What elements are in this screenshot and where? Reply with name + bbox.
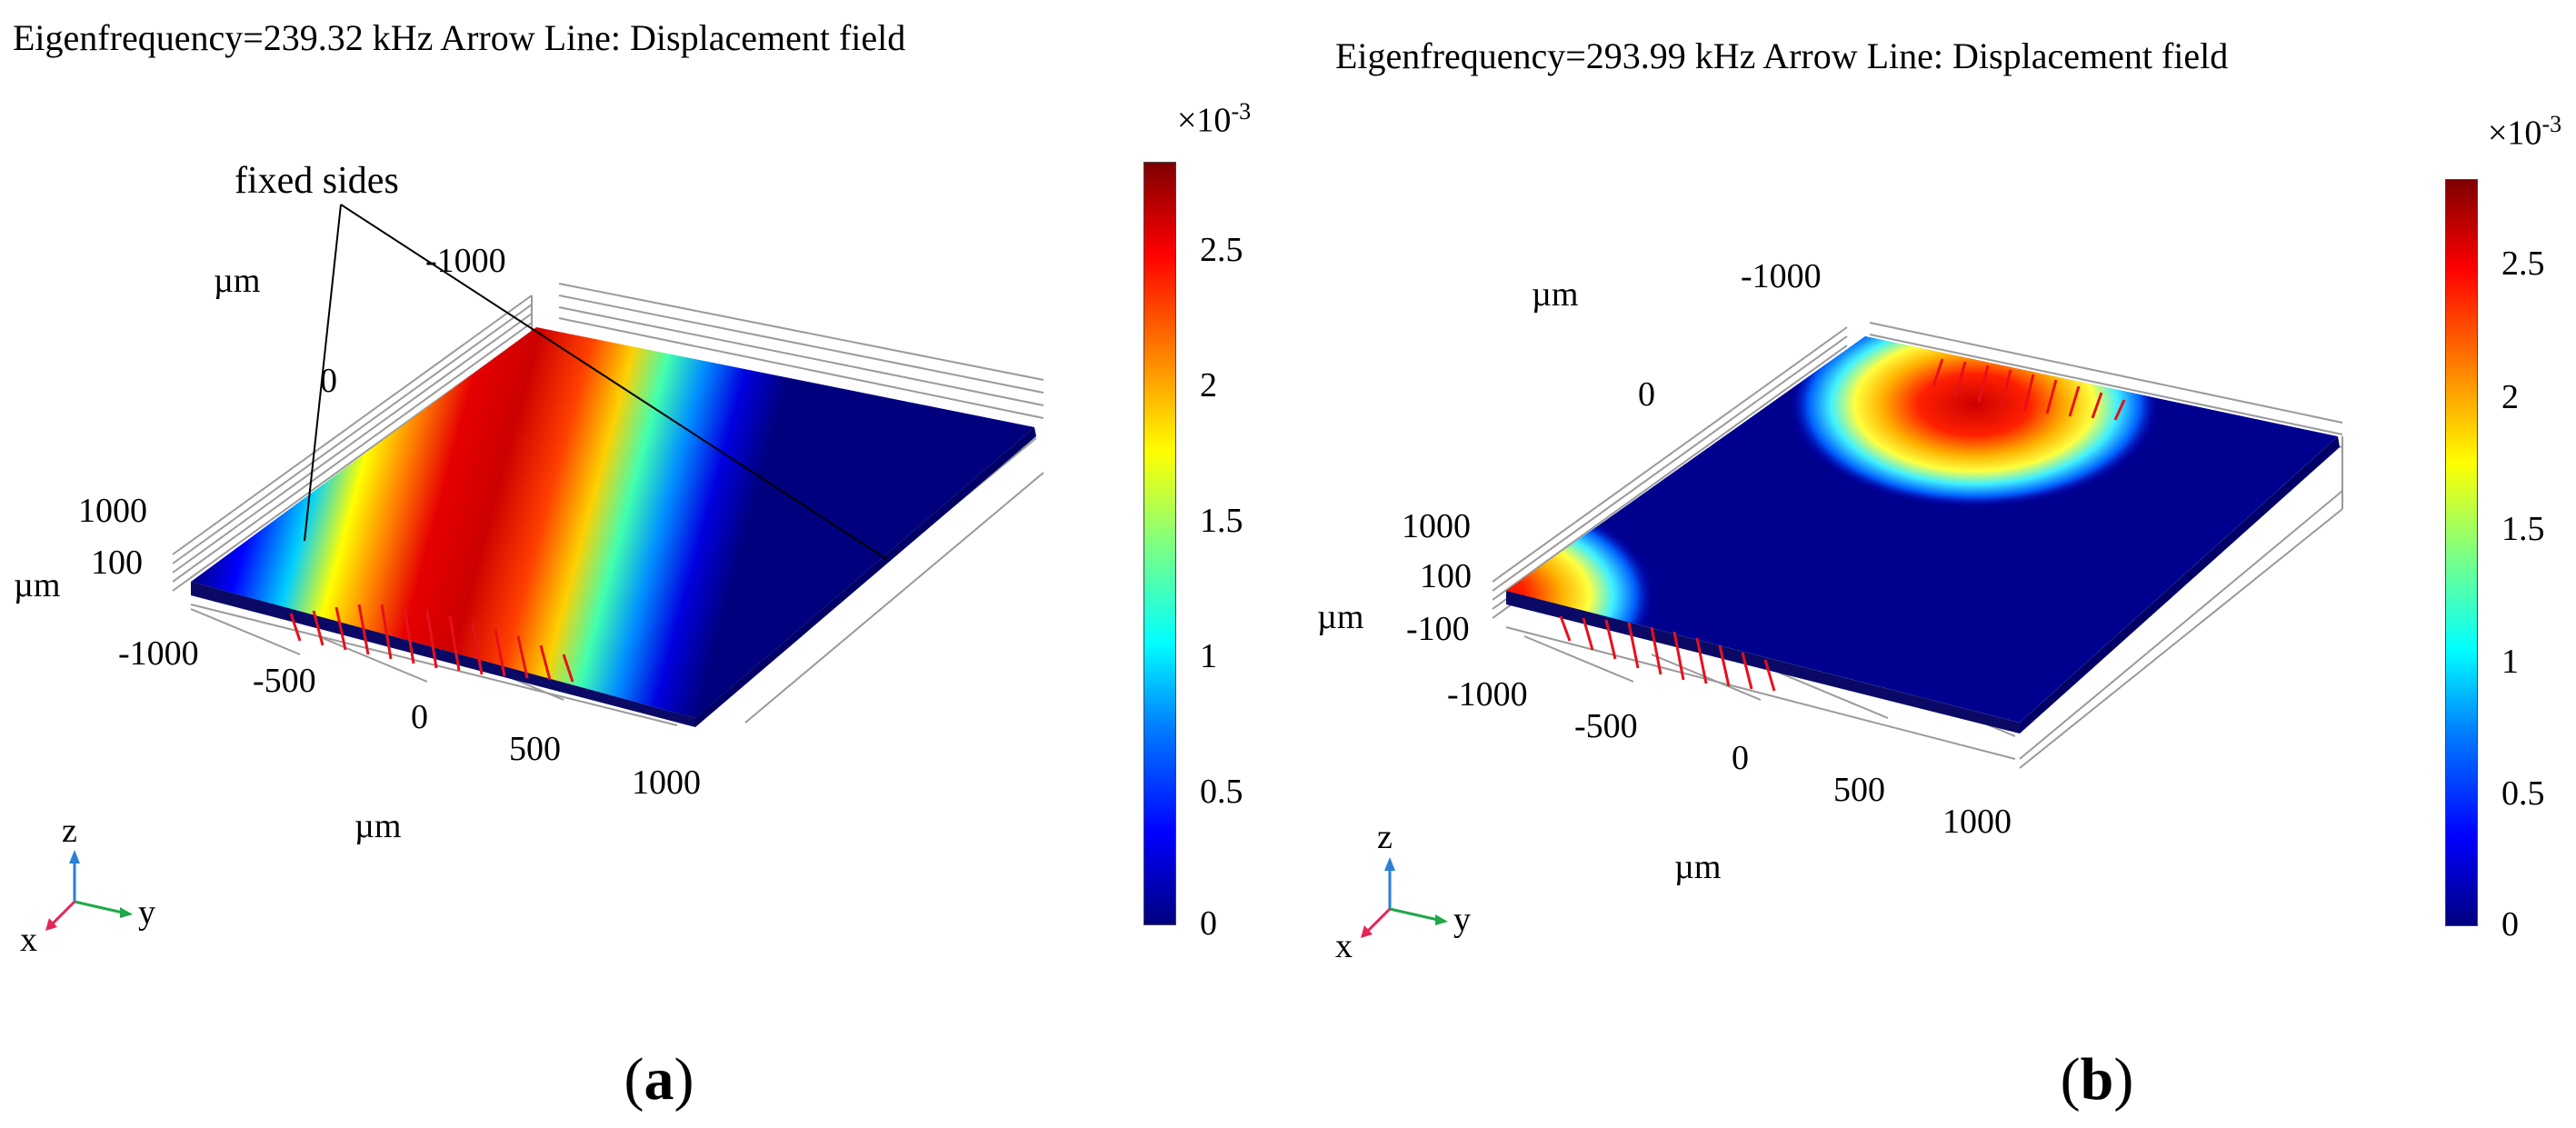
plate-edge-a (695, 427, 1036, 727)
x-tick-b-4: 1000 (1942, 803, 2012, 841)
colorbar-b (2445, 179, 2478, 926)
plate-edge-b (2020, 436, 2340, 734)
panel-b: Eigenfrequency=293.99 kHz Arrow Line: Di… (1288, 0, 2576, 1128)
triad-y-label-a: y (138, 893, 155, 932)
triad-x-label-a: x (20, 921, 37, 959)
z-tick-a-0: 100 (91, 544, 143, 582)
triad-z-label-b: z (1377, 818, 1393, 856)
x-tick-b-0: -1000 (1447, 675, 1528, 714)
panel-a-title: Eigenfrequency=239.32 kHz Arrow Line: Di… (13, 17, 906, 58)
x-tick-a-2: 0 (411, 698, 428, 736)
x-tick-a-0: -1000 (118, 634, 199, 673)
y-tick-a-2: 1000 (78, 492, 147, 530)
y-tick-b-0: -1000 (1741, 257, 1822, 295)
x-tick-a-3: 500 (509, 730, 561, 768)
colorbar-tick-a-2: 1.5 (1200, 502, 1243, 540)
colorbar-tick-b-4: 0.5 (2501, 774, 2545, 813)
y-tick-a-0: -1000 (425, 242, 506, 280)
colorbar-exponent-a: ×10-3 (1177, 98, 1252, 140)
plate-plot-b (1361, 322, 2343, 938)
y-unit-a: µm (214, 262, 261, 300)
colorbar-tick-a-3: 1 (1200, 637, 1217, 675)
colorbar-tick-b-2: 1.5 (2501, 510, 2545, 548)
panel-label-b: (b) (2060, 1046, 2134, 1113)
x-unit-a: µm (354, 807, 402, 845)
panel-a: Eigenfrequency=239.32 kHz Arrow Line: Di… (13, 17, 1252, 1113)
triad-z-label-a: z (62, 812, 77, 850)
fixed-sides-label: fixed sides (235, 160, 399, 202)
plate-plot-a (45, 204, 1044, 931)
y-tick-b-2: 1000 (1402, 507, 1471, 545)
colorbar-tick-b-5: 0 (2501, 905, 2519, 943)
colorbar-exponent-b: ×10-3 (2488, 111, 2562, 153)
grid-b (1492, 322, 2343, 769)
z-unit-b: µm (1317, 598, 1364, 636)
colorbar-a (1143, 162, 1176, 925)
z-tick-b-0: 100 (1420, 557, 1472, 595)
y-unit-b: µm (1532, 275, 1579, 314)
plate-side-b (1506, 591, 2020, 734)
triad-b (1361, 857, 1448, 938)
plate-side-a (191, 582, 695, 727)
colorbar-tick-b-0: 2.5 (2501, 245, 2545, 283)
panel-b-title: Eigenfrequency=293.99 kHz Arrow Line: Di… (1335, 35, 2229, 76)
colorbar-tick-a-0: 2.5 (1200, 231, 1243, 269)
colorbar-tick-b-1: 2 (2501, 378, 2519, 416)
y-tick-b-1: 0 (1638, 375, 1655, 414)
x-tick-b-3: 500 (1833, 771, 1885, 809)
y-tick-a-1: 0 (320, 362, 337, 400)
triad-x-label-b: x (1335, 927, 1353, 965)
displacement-arrows-a (289, 604, 574, 683)
x-tick-a-4: 1000 (632, 764, 701, 802)
x-tick-b-1: -500 (1574, 707, 1638, 745)
triad-y-label-b: y (1453, 901, 1471, 939)
x-tick-b-2: 0 (1732, 739, 1749, 777)
colorbar-tick-a-5: 0 (1200, 904, 1217, 943)
colorbar-tick-a-4: 0.5 (1200, 773, 1243, 811)
x-unit-b: µm (1674, 848, 1722, 886)
displacement-arrows-b-back (1932, 358, 2126, 421)
panel-label-a: (a) (624, 1046, 694, 1113)
z-tick-b-1: -100 (1406, 610, 1470, 648)
colorbar-tick-b-3: 1 (2501, 643, 2519, 681)
displacement-arrows-b-front (1559, 615, 1776, 692)
z-unit-a: µm (14, 566, 61, 604)
triad-a (45, 850, 133, 931)
fixed-sides-leaders (304, 204, 887, 560)
plate-top-a (191, 327, 1034, 718)
colorbar-tick-a-1: 2 (1200, 366, 1217, 404)
x-tick-a-1: -500 (253, 662, 316, 700)
mode-lobe-b-back (1738, 336, 2211, 541)
